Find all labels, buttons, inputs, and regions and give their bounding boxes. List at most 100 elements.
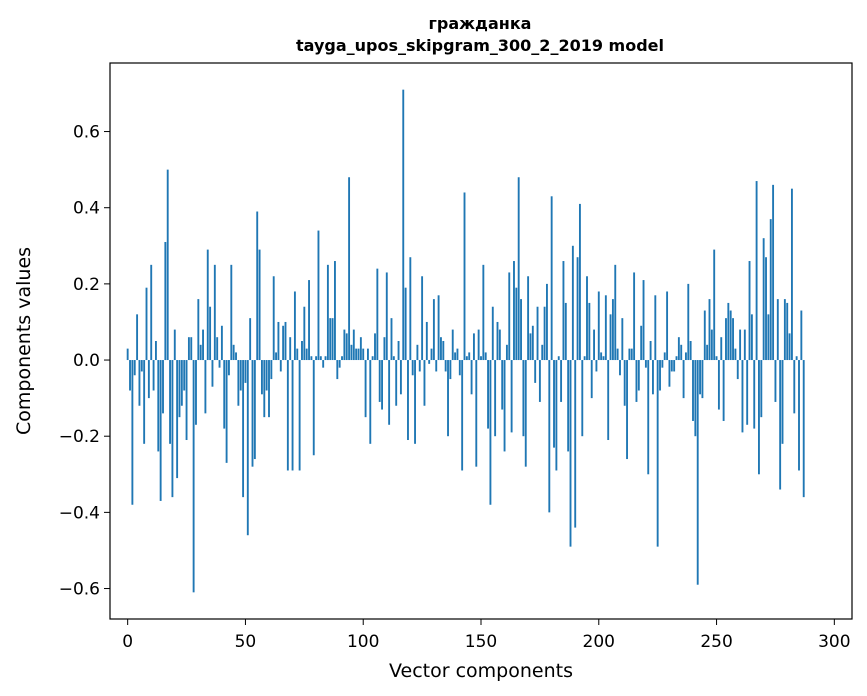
bar-85	[326, 264, 329, 361]
bar-122	[414, 360, 416, 444]
bar-27	[190, 337, 193, 361]
bar-152	[484, 352, 487, 361]
bar-123	[416, 344, 419, 361]
bar-282	[790, 188, 793, 361]
bar-149	[477, 329, 480, 361]
bar-191	[576, 257, 579, 361]
bar-113	[392, 356, 395, 361]
bar-174	[536, 306, 539, 361]
bar-236	[682, 360, 685, 399]
bar-38	[216, 337, 219, 361]
bar-179	[548, 360, 551, 513]
bar-79	[312, 360, 315, 456]
bar-83	[322, 360, 325, 368]
bar-73	[298, 360, 301, 471]
y-tick-label: −0.6	[59, 580, 100, 600]
bar-67	[284, 321, 287, 361]
bar-229	[666, 291, 669, 361]
bar-259	[736, 360, 739, 380]
bar-220	[644, 360, 647, 368]
bar-185	[562, 261, 565, 361]
bar-88	[334, 261, 336, 361]
bar-190	[574, 360, 577, 528]
bar-280	[786, 302, 789, 361]
bar-90	[338, 360, 341, 368]
bar-89	[336, 360, 339, 380]
bar-271	[765, 257, 767, 361]
bar-143	[463, 192, 466, 361]
bar-251	[717, 360, 720, 410]
bar-109	[383, 337, 386, 361]
bar-168	[522, 360, 525, 437]
bar-201	[600, 352, 603, 361]
bar-69	[289, 337, 292, 361]
bar-72	[296, 348, 299, 361]
bar-253	[722, 360, 725, 421]
bar-139	[454, 352, 457, 361]
bar-26	[187, 337, 190, 361]
bar-268	[758, 360, 760, 475]
bar-262	[743, 329, 746, 361]
bar-84	[324, 356, 327, 361]
bar-175	[538, 360, 541, 402]
bar-140	[456, 348, 459, 361]
bar-120	[409, 257, 412, 361]
bar-54	[253, 360, 256, 460]
bar-68	[286, 360, 289, 471]
bar-24	[183, 360, 186, 391]
bar-78	[310, 356, 313, 361]
bar-110	[385, 272, 388, 361]
bar-161	[505, 344, 508, 361]
bar-283	[793, 360, 796, 414]
bar-188	[569, 360, 572, 547]
bar-257	[732, 318, 734, 361]
bar-205	[609, 314, 612, 361]
bar-34	[206, 249, 209, 361]
bar-36	[211, 360, 214, 387]
bar-40	[220, 325, 223, 361]
bar-3	[133, 360, 136, 376]
bar-7	[143, 360, 146, 444]
bar-197	[590, 360, 593, 399]
chart-subtitle: tayga_upos_skipgram_300_2_2019 model	[296, 36, 664, 55]
x-axis-label: Vector components	[389, 660, 573, 682]
bar-260	[739, 329, 742, 361]
bar-272	[767, 314, 770, 361]
bar-57	[260, 360, 263, 395]
bar-162	[508, 272, 511, 361]
y-tick-label: −0.4	[59, 503, 100, 523]
bar-19	[171, 360, 174, 498]
bar-284	[795, 356, 798, 361]
bar-52	[249, 318, 252, 361]
bar-23	[180, 360, 183, 406]
bar-219	[642, 280, 645, 361]
bar-206	[611, 299, 614, 361]
bar-151	[482, 264, 485, 361]
bar-33	[204, 360, 207, 414]
bar-126	[423, 360, 426, 406]
bar-37	[213, 264, 216, 361]
bar-2	[131, 360, 134, 505]
bar-107	[378, 360, 381, 402]
bar-74	[301, 341, 303, 361]
bar-183	[557, 356, 560, 361]
bar-250	[715, 356, 718, 361]
bar-245	[703, 310, 706, 361]
bar-157	[496, 321, 499, 361]
bar-61	[270, 360, 273, 380]
bar-41	[223, 360, 226, 429]
bar-273	[769, 219, 772, 361]
bar-212	[626, 360, 628, 460]
bar-44	[230, 264, 233, 361]
bar-117	[402, 89, 405, 361]
bar-63	[275, 352, 277, 361]
bar-142	[461, 360, 464, 471]
bar-101	[364, 360, 367, 418]
bar-249	[713, 249, 716, 361]
bar-130	[432, 299, 435, 361]
bar-228	[663, 352, 666, 361]
bar-115	[397, 341, 400, 361]
bar-199	[595, 360, 598, 372]
bar-29	[195, 360, 197, 425]
bar-235	[680, 344, 683, 361]
